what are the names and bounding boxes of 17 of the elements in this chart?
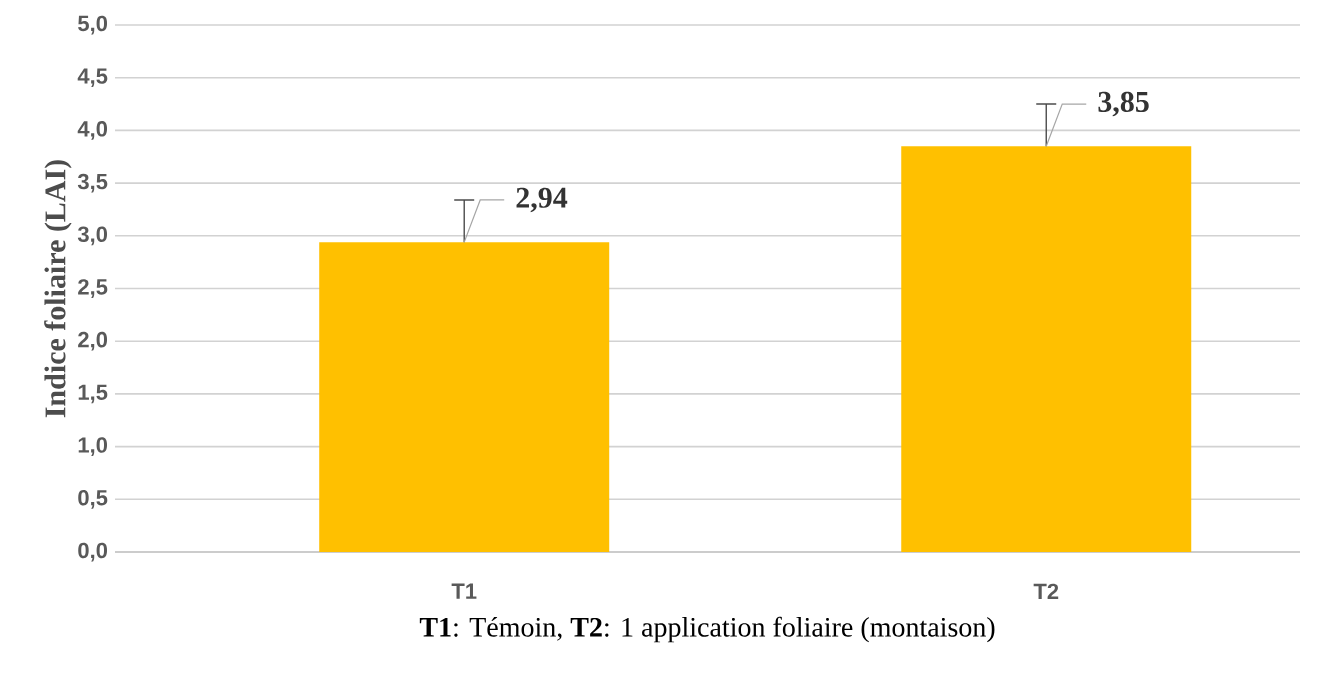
y-tick-label: 5,0 xyxy=(78,15,108,35)
y-tick-label: 2,0 xyxy=(78,331,108,351)
y-axis-title: Indice foliaire (LAI) xyxy=(44,160,72,418)
y-tick-label: 1,5 xyxy=(78,384,108,404)
y-tick-label: 0,5 xyxy=(78,489,108,509)
data-label: 2,94 xyxy=(516,187,568,213)
data-label: 3,85 xyxy=(1098,91,1149,117)
x-axis-title: T1: Témoin, T2: 1 application foliaire (montaison) xyxy=(419,616,995,643)
y-tick-label: 4,5 xyxy=(77,68,108,87)
y-tick-label: 4,0 xyxy=(77,121,108,140)
x-tick-label: T1 xyxy=(451,583,477,599)
y-tick-label: 3,5 xyxy=(77,173,108,193)
x-tick-label: T2 xyxy=(1033,583,1059,599)
y-tick-label: 2,5 xyxy=(78,279,108,298)
y-tick-label: 3,0 xyxy=(77,226,108,246)
y-tick-label: 1,0 xyxy=(78,437,108,456)
y-tick-label: 0,0 xyxy=(78,542,108,562)
